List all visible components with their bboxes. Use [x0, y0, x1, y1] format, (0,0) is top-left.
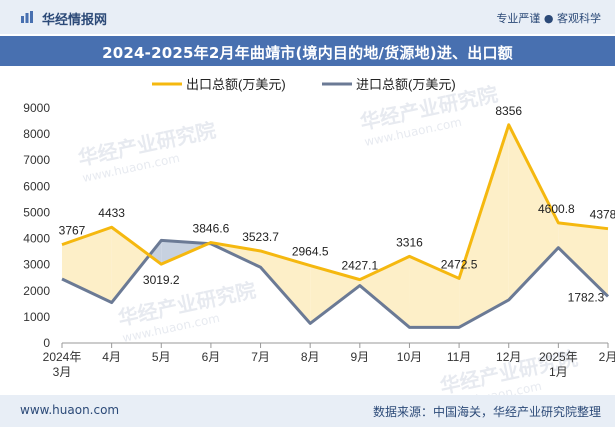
y-tick-label: 3000	[23, 258, 50, 272]
y-tick-label: 0	[43, 336, 50, 350]
tagline: 专业严谨 ● 客观科学	[496, 10, 601, 26]
y-tick-label: 1000	[23, 310, 50, 324]
export-data-label: 4433	[98, 206, 125, 220]
top-banner: 华经情报网 专业严谨 ● 客观科学	[0, 0, 615, 34]
brand-logo-icon	[21, 11, 33, 23]
export-data-label: 3767	[59, 224, 86, 238]
area-fill	[111, 227, 150, 303]
import-series-line	[61, 238, 610, 329]
x-tick-label: 5月	[152, 350, 171, 364]
export-data-label: 8356	[495, 104, 522, 118]
export-data-label: 2427.1	[341, 259, 378, 273]
footer-url[interactable]: www.huaon.com	[20, 403, 120, 417]
y-tick-label: 8000	[23, 127, 50, 141]
tagline-separator: ●	[543, 12, 554, 25]
footer-bar: www.huaon.com 数据来源：中国海关，华经产业研究院整理	[0, 395, 615, 427]
export-data-label: 2964.5	[292, 245, 329, 259]
x-tick-label: 7月	[251, 350, 270, 364]
data-source: 数据来源：中国海关，华经产业研究院整理	[372, 405, 601, 419]
import-data-label: 1782.3	[568, 290, 605, 304]
export-data-label: 3523.7	[242, 230, 279, 244]
x-tick-label: 10月	[397, 350, 422, 364]
tagline-left: 专业严谨	[496, 12, 541, 25]
line-chart: 0 1000 2000 3000 4000 5000 6000 7000 8000 9000 202…	[23, 77, 615, 379]
export-data-label: 2472.5	[441, 257, 478, 271]
area-fill	[558, 222, 608, 297]
export-data-label: 3846.6	[193, 222, 230, 236]
y-tick-label: 9000	[23, 101, 50, 115]
area-fill	[459, 124, 509, 328]
y-tick-label: 4000	[23, 232, 50, 246]
x-tick-label: 9月	[350, 350, 369, 364]
chart-title: 2024-2025年2月年曲靖市(境内目的地/货源地)进、出口额	[102, 44, 513, 62]
x-tick-label: 11月	[447, 350, 471, 364]
x-tick-label: 6月	[202, 350, 221, 364]
y-tick-label: 7000	[23, 153, 50, 167]
export-data-label: 3316	[396, 235, 423, 249]
area-fill	[310, 265, 360, 324]
export-data-label: 4378	[590, 208, 615, 222]
area-fill	[508, 124, 559, 300]
export-series-line	[61, 123, 609, 282]
x-tick-label: 12月	[496, 350, 521, 364]
title-bar: 2024-2025年2月年曲靖市(境内目的地/货源地)进、出口额	[0, 36, 615, 66]
y-tick-label: 2000	[23, 284, 50, 298]
tagline-right: 客观科学	[557, 12, 601, 25]
x-tick-label: 2025年 1月	[539, 350, 578, 379]
y-tick-label: 6000	[23, 179, 50, 193]
export-data-label: 4600.8	[538, 202, 575, 216]
x-tick-label: 2024年 3月	[43, 350, 82, 379]
brand-name: 华经情报网	[42, 13, 108, 28]
x-tick-label: 2月	[599, 350, 615, 364]
x-tick-label: 4月	[102, 350, 121, 364]
y-tick-label: 5000	[23, 205, 50, 219]
area-fill	[260, 250, 311, 324]
legend-export-label: 出口总额(万美元)	[186, 77, 286, 92]
x-tick-label: 8月	[301, 350, 320, 364]
legend-import-label: 进口总额(万美元)	[356, 77, 456, 92]
export-data-label: 3019.2	[143, 273, 180, 287]
